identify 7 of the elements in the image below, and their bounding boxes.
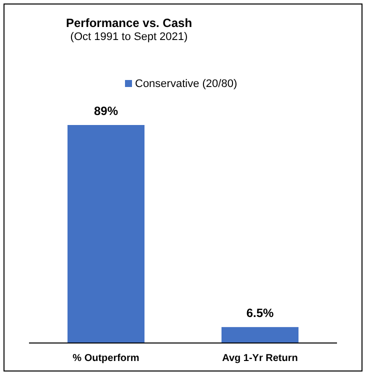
data-label: 6.5% (246, 306, 274, 320)
chart-subtitle: (Oct 1991 to Sept 2021) (70, 31, 188, 43)
x-tick-label: Avg 1-Yr Return (222, 353, 298, 364)
chart-title: Performance vs. Cash (66, 16, 192, 30)
data-label: 89% (94, 104, 118, 118)
x-tick-label: % Outperform (72, 353, 140, 364)
legend-label: Conservative (20/80) (135, 78, 238, 90)
